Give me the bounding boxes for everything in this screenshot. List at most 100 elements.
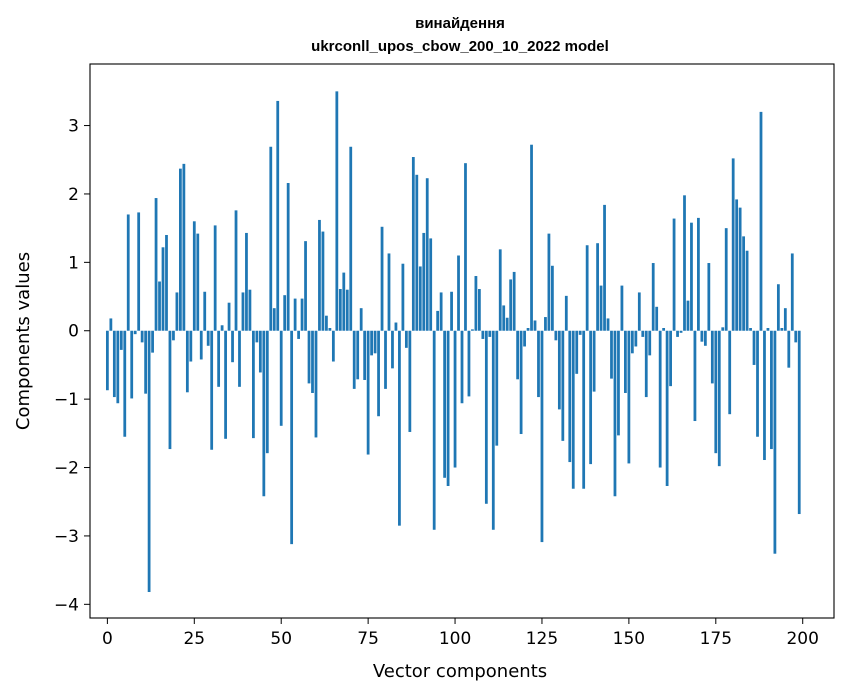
bar: [662, 328, 666, 331]
bar: [582, 330, 586, 489]
bar: [509, 279, 513, 331]
bar: [554, 330, 558, 341]
bar: [286, 183, 290, 331]
bar: [776, 284, 780, 331]
bar: [731, 158, 735, 331]
bar: [592, 330, 596, 392]
bar: [453, 330, 457, 468]
bar: [404, 330, 408, 348]
bar: [133, 330, 137, 335]
bar: [262, 330, 266, 497]
bar: [519, 330, 523, 435]
bar: [530, 144, 533, 331]
bar: [464, 163, 467, 331]
bar: [304, 241, 307, 331]
bar: [290, 330, 294, 545]
bar: [502, 305, 506, 331]
bar: [415, 174, 419, 331]
bar: [345, 289, 349, 331]
x-tick-label: 0: [102, 629, 113, 649]
y-tick-label: 0: [68, 322, 79, 342]
bar: [387, 253, 391, 331]
bar: [408, 330, 412, 432]
bar: [745, 250, 749, 331]
bar: [766, 328, 770, 331]
bar: [231, 330, 234, 363]
bar: [321, 231, 325, 331]
bar: [196, 233, 200, 331]
bar: [516, 330, 520, 380]
bar: [144, 330, 148, 394]
chart-title-line2: ukrconll_upos_cbow_200_10_2022 model: [311, 38, 609, 55]
y-tick-label: 3: [68, 117, 79, 137]
bar: [300, 298, 304, 331]
y-tick-label: −2: [54, 459, 79, 479]
bar: [116, 330, 120, 404]
bar: [189, 330, 193, 362]
bar: [599, 285, 603, 331]
bar: [185, 330, 189, 393]
bar: [328, 328, 332, 331]
bar: [551, 265, 554, 331]
bar: [307, 330, 311, 384]
bar: [477, 289, 481, 331]
bar: [398, 330, 401, 526]
bar: [571, 330, 575, 489]
bar: [112, 330, 116, 398]
bar: [610, 330, 613, 379]
bar: [568, 330, 572, 463]
bar: [220, 325, 224, 331]
bar: [422, 232, 426, 331]
y-tick-label: 1: [68, 253, 79, 273]
bar: [495, 330, 499, 446]
bar: [717, 330, 721, 467]
bar: [168, 330, 172, 450]
x-tick-label: 25: [183, 629, 205, 649]
bar: [498, 249, 502, 331]
x-axis-ticks: 0 25 50 75 100 125 150 175 200: [102, 618, 819, 649]
bar: [283, 295, 287, 331]
bar: [710, 330, 714, 384]
bar: [105, 330, 109, 391]
bar: [349, 146, 353, 331]
bar: [234, 210, 238, 331]
bar: [783, 308, 787, 331]
bar: [137, 212, 141, 331]
bar: [342, 272, 346, 331]
bar: [523, 330, 526, 347]
bar: [182, 163, 186, 331]
plot-frame: [89, 63, 835, 619]
bar: [439, 292, 443, 331]
bar: [474, 276, 478, 331]
bar: [199, 330, 203, 360]
bar: [206, 330, 210, 346]
bar: [644, 330, 648, 398]
bar: [297, 330, 300, 339]
bar: [227, 302, 231, 331]
bar: [429, 238, 433, 331]
bar: [165, 234, 168, 331]
bar: [773, 330, 777, 554]
bar: [241, 292, 245, 331]
bar: [651, 263, 655, 331]
bar: [624, 330, 627, 393]
bar: [690, 222, 693, 331]
bar: [130, 330, 134, 399]
bar: [359, 308, 363, 331]
bar: [418, 266, 422, 331]
bar: [724, 228, 728, 331]
x-tick-label: 100: [439, 629, 471, 649]
bar: [213, 225, 217, 331]
bar: [533, 320, 537, 331]
bar: [714, 330, 718, 454]
x-tick-label: 175: [700, 629, 732, 649]
bar: [147, 330, 151, 593]
bar: [154, 198, 158, 331]
y-tick-label: 2: [68, 185, 79, 205]
bar: [443, 330, 447, 478]
bar: [318, 219, 321, 331]
bar: [293, 298, 297, 331]
bar: [606, 318, 610, 331]
bar: [738, 207, 742, 331]
x-tick-label: 200: [786, 629, 818, 649]
